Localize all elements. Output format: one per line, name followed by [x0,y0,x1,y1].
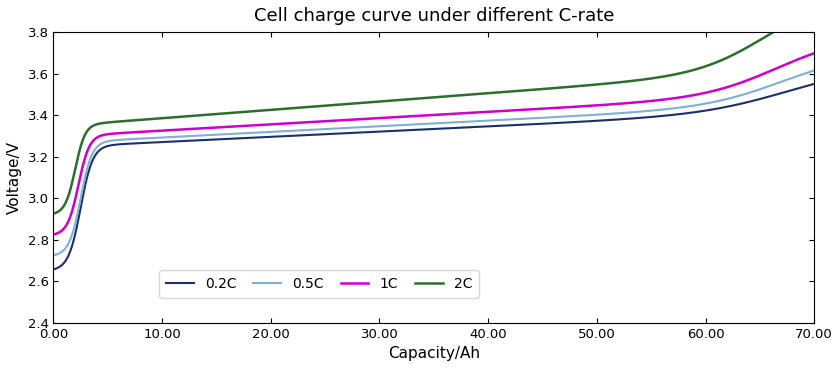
0.2C [648,115,658,119]
1C [398,114,408,119]
1C [809,51,819,56]
2C [809,9,819,14]
Title: Cell charge curve under different C-rate: Cell charge curve under different C-rate [254,7,614,25]
Line: 2C: 2C [54,11,814,214]
0.5C [648,108,658,113]
1C [648,99,658,103]
0.2C [49,267,59,272]
1C [87,139,97,144]
2C [418,96,428,100]
Line: 0.2C: 0.2C [54,84,814,269]
2C [398,98,408,102]
0.2C [418,127,428,132]
0.5C [87,152,97,156]
0.2C [787,88,797,92]
2C [787,20,797,24]
2C [49,212,59,216]
0.5C [787,76,797,80]
1C [418,113,428,118]
X-axis label: Capacity/Ah: Capacity/Ah [388,346,480,361]
Line: 0.5C: 0.5C [54,71,814,255]
Y-axis label: Voltage/V: Voltage/V [7,141,22,214]
0.5C [398,123,408,127]
0.2C [398,128,408,133]
2C [787,19,797,24]
1C [787,60,797,64]
Legend: 0.2C, 0.5C, 1C, 2C: 0.2C, 0.5C, 1C, 2C [160,270,479,298]
0.2C [809,82,819,86]
0.2C [787,88,797,92]
1C [787,60,797,64]
0.5C [787,76,797,80]
0.2C [87,159,97,163]
2C [87,124,97,128]
0.5C [418,122,428,126]
0.5C [809,68,819,73]
1C [49,232,59,237]
Line: 1C: 1C [54,53,814,234]
2C [648,76,658,81]
0.5C [49,253,59,258]
